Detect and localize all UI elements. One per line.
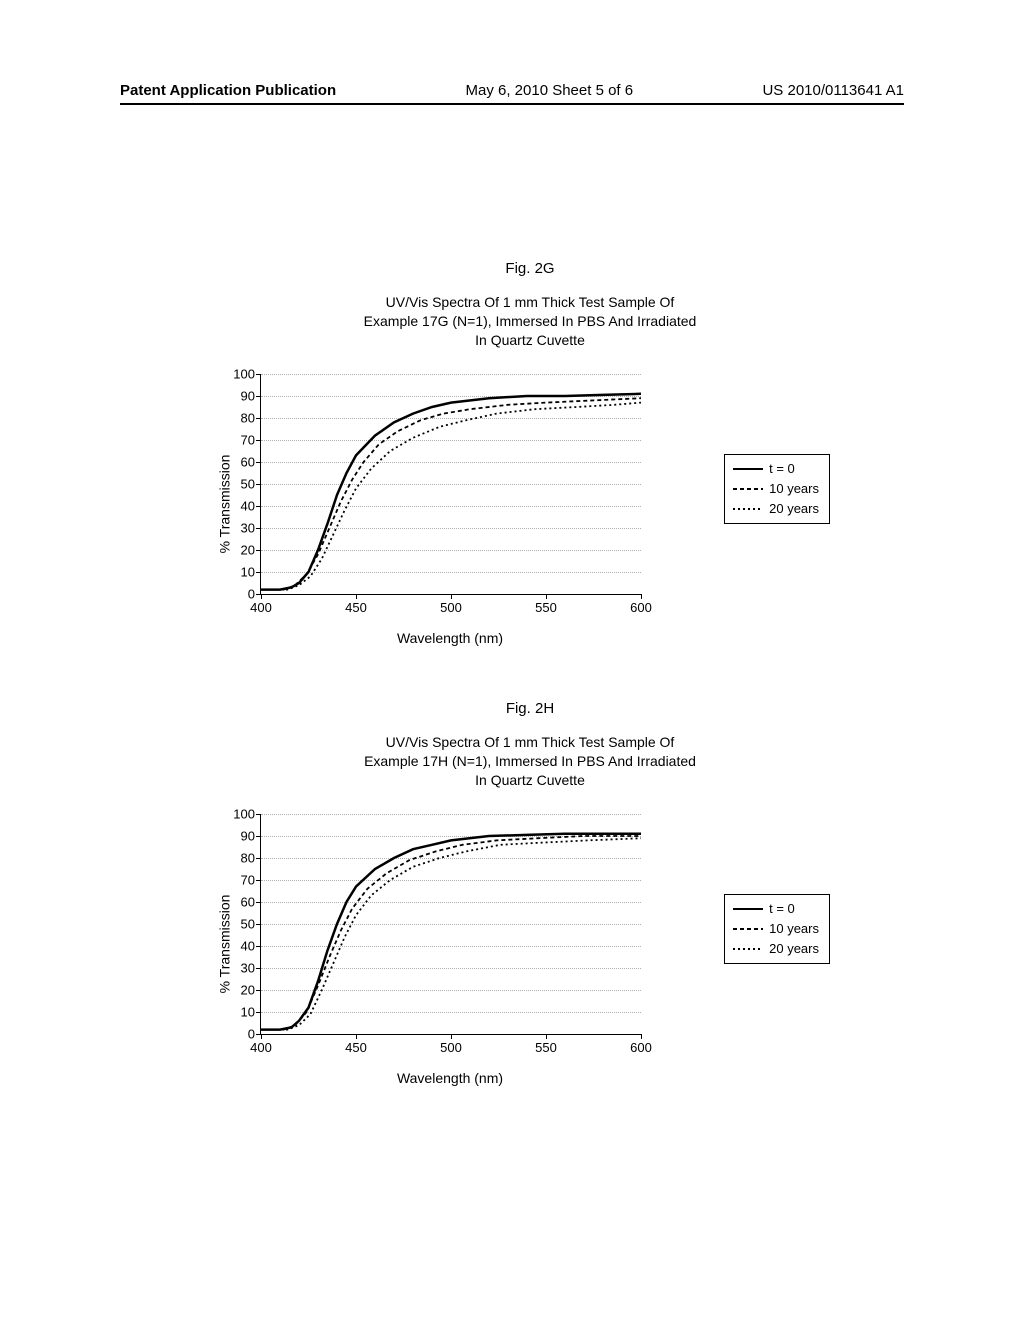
legend-2h: t = 0 10 years 20 years xyxy=(724,894,830,964)
fig-label-2h: Fig. 2H xyxy=(180,700,880,717)
legend-swatch xyxy=(733,943,763,955)
x-axis-label: Wavelength (nm) xyxy=(260,1070,640,1086)
figure-2h: Fig. 2H UV/Vis Spectra Of 1 mm Thick Tes… xyxy=(180,700,880,1084)
ytick-label: 100 xyxy=(233,366,255,381)
title-line: In Quartz Cuvette xyxy=(475,332,585,348)
xtick-mark xyxy=(641,1034,642,1039)
xtick-label: 500 xyxy=(440,1040,462,1055)
legend-swatch xyxy=(733,483,763,495)
xtick-mark xyxy=(356,1034,357,1039)
xtick-label: 550 xyxy=(535,1040,557,1055)
legend-row: 10 years xyxy=(733,479,819,499)
y-axis-label: % Transmission xyxy=(216,894,232,993)
x-axis-label: Wavelength (nm) xyxy=(260,630,640,646)
xtick-mark xyxy=(546,594,547,599)
ytick-label: 60 xyxy=(241,454,255,469)
series-y20 xyxy=(261,402,641,589)
header-center: May 6, 2010 Sheet 5 of 6 xyxy=(465,82,633,99)
header-left: Patent Application Publication xyxy=(120,82,336,99)
fig-title-2h: UV/Vis Spectra Of 1 mm Thick Test Sample… xyxy=(180,733,880,790)
title-line: Example 17G (N=1), Immersed In PBS And I… xyxy=(364,313,697,329)
ytick-label: 60 xyxy=(241,894,255,909)
title-line: UV/Vis Spectra Of 1 mm Thick Test Sample… xyxy=(386,734,675,750)
page-header: Patent Application Publication May 6, 20… xyxy=(120,82,904,105)
xtick-mark xyxy=(451,594,452,599)
curves xyxy=(261,374,641,594)
xtick-mark xyxy=(356,594,357,599)
legend-2g: t = 0 10 years 20 years xyxy=(724,454,830,524)
xtick-mark xyxy=(261,594,262,599)
ytick-label: 30 xyxy=(241,960,255,975)
ytick-label: 100 xyxy=(233,806,255,821)
ytick-label: 80 xyxy=(241,850,255,865)
xtick-mark xyxy=(451,1034,452,1039)
ytick-label: 80 xyxy=(241,410,255,425)
plot-area-2g: 0102030405060708090100400450500550600 xyxy=(260,374,641,595)
series-y20 xyxy=(261,838,641,1029)
legend-label: t = 0 xyxy=(769,461,795,476)
ytick-label: 20 xyxy=(241,982,255,997)
ytick-label: 90 xyxy=(241,388,255,403)
legend-label: t = 0 xyxy=(769,901,795,916)
legend-row: 10 years xyxy=(733,919,819,939)
title-line: UV/Vis Spectra Of 1 mm Thick Test Sample… xyxy=(386,294,675,310)
legend-label: 20 years xyxy=(769,501,819,516)
series-t0 xyxy=(261,833,641,1029)
series-y10 xyxy=(261,836,641,1030)
ytick-label: 50 xyxy=(241,916,255,931)
fig-title-2g: UV/Vis Spectra Of 1 mm Thick Test Sample… xyxy=(180,293,880,350)
header-right: US 2010/0113641 A1 xyxy=(762,82,904,99)
legend-label: 10 years xyxy=(769,481,819,496)
xtick-label: 400 xyxy=(250,600,272,615)
xtick-label: 600 xyxy=(630,600,652,615)
series-y10 xyxy=(261,398,641,589)
xtick-label: 450 xyxy=(345,600,367,615)
legend-swatch xyxy=(733,503,763,515)
fig-label-2g: Fig. 2G xyxy=(180,260,880,277)
legend-row: t = 0 xyxy=(733,899,819,919)
ytick-label: 70 xyxy=(241,872,255,887)
title-line: In Quartz Cuvette xyxy=(475,772,585,788)
xtick-label: 550 xyxy=(535,600,557,615)
legend-label: 20 years xyxy=(769,941,819,956)
legend-row: t = 0 xyxy=(733,459,819,479)
legend-swatch xyxy=(733,463,763,475)
legend-swatch xyxy=(733,903,763,915)
ytick-label: 30 xyxy=(241,520,255,535)
xtick-label: 500 xyxy=(440,600,462,615)
chart-2h: % Transmission 0102030405060708090100400… xyxy=(180,804,860,1084)
xtick-label: 400 xyxy=(250,1040,272,1055)
xtick-label: 600 xyxy=(630,1040,652,1055)
legend-row: 20 years xyxy=(733,499,819,519)
xtick-mark xyxy=(261,1034,262,1039)
curves xyxy=(261,814,641,1034)
plot-area-2h: 0102030405060708090100400450500550600 xyxy=(260,814,641,1035)
figure-2g: Fig. 2G UV/Vis Spectra Of 1 mm Thick Tes… xyxy=(180,260,880,644)
xtick-mark xyxy=(546,1034,547,1039)
xtick-mark xyxy=(641,594,642,599)
ytick-label: 10 xyxy=(241,1004,255,1019)
xtick-label: 450 xyxy=(345,1040,367,1055)
legend-label: 10 years xyxy=(769,921,819,936)
ytick-label: 20 xyxy=(241,542,255,557)
ytick-label: 40 xyxy=(241,938,255,953)
ytick-label: 90 xyxy=(241,828,255,843)
ytick-label: 50 xyxy=(241,476,255,491)
ytick-label: 70 xyxy=(241,432,255,447)
title-line: Example 17H (N=1), Immersed In PBS And I… xyxy=(364,753,696,769)
legend-row: 20 years xyxy=(733,939,819,959)
chart-2g: % Transmission 0102030405060708090100400… xyxy=(180,364,860,644)
y-axis-label: % Transmission xyxy=(216,454,232,553)
legend-swatch xyxy=(733,923,763,935)
ytick-label: 40 xyxy=(241,498,255,513)
ytick-label: 10 xyxy=(241,564,255,579)
